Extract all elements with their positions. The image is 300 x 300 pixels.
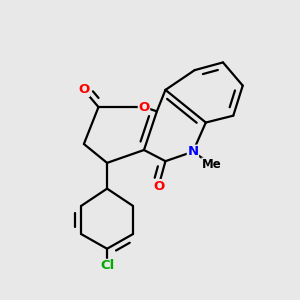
Text: N: N	[188, 145, 199, 158]
Text: O: O	[138, 100, 150, 114]
Text: O: O	[153, 180, 164, 193]
Text: Cl: Cl	[100, 260, 114, 272]
Text: Me: Me	[202, 158, 222, 171]
Text: O: O	[78, 83, 89, 96]
